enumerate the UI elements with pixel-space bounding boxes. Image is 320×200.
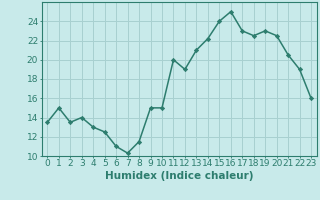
- X-axis label: Humidex (Indice chaleur): Humidex (Indice chaleur): [105, 171, 253, 181]
